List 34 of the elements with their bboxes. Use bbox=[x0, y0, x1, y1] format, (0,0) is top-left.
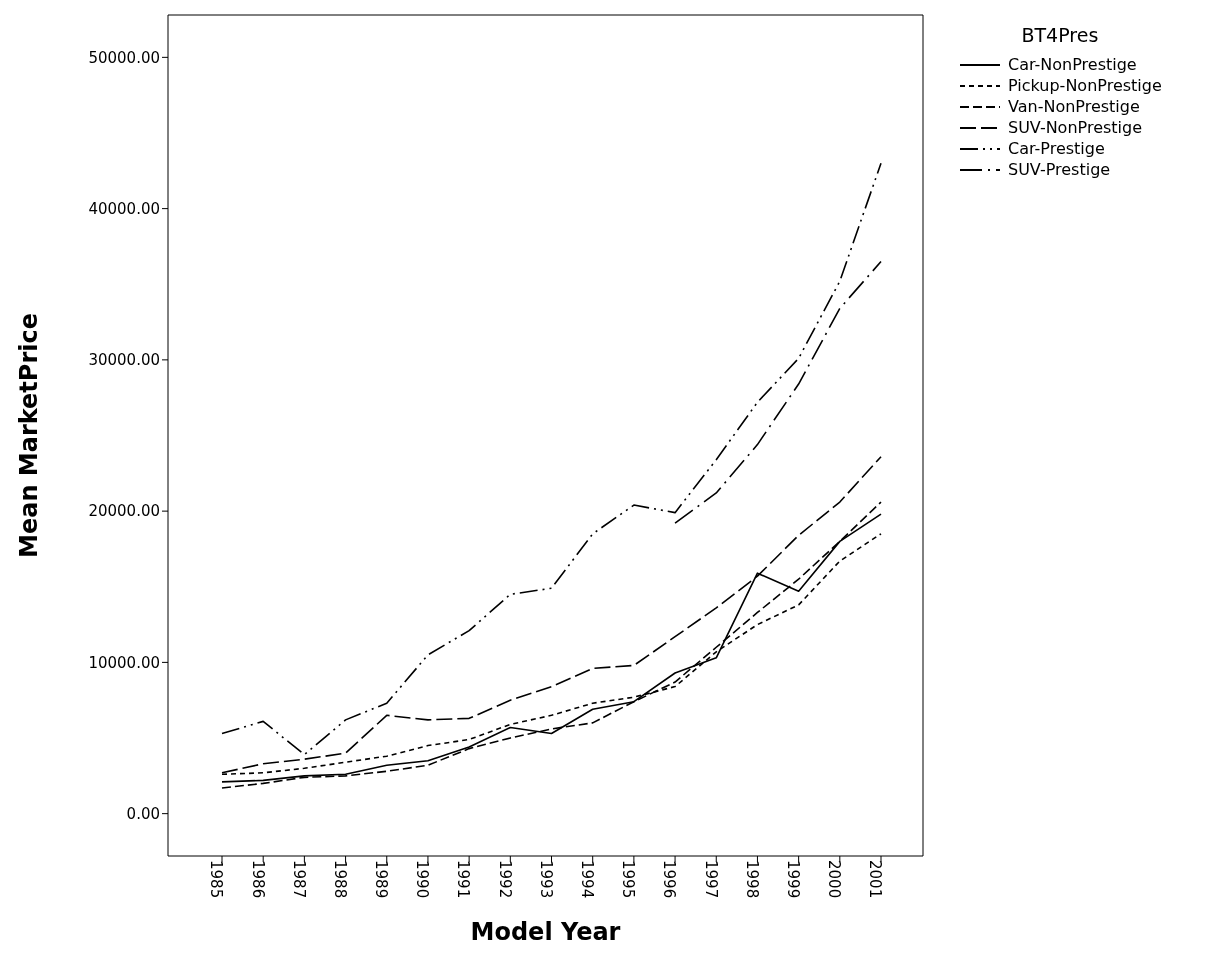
legend-label: SUV-Prestige bbox=[1008, 160, 1111, 179]
x-tick-label: 1987 bbox=[289, 860, 308, 899]
y-tick-label: 0.00 bbox=[126, 804, 160, 823]
x-tick-label: 1996 bbox=[660, 860, 679, 899]
line-series bbox=[221, 162, 882, 756]
legend-title: BT4Pres bbox=[1020, 24, 1100, 46]
x-tick-label: 1991 bbox=[454, 860, 473, 899]
x-tick-label: 1993 bbox=[536, 860, 555, 899]
y-axis-title: Mean MarketPrice bbox=[14, 313, 43, 558]
x-tick-label: 1988 bbox=[330, 860, 349, 899]
line-series bbox=[674, 260, 882, 525]
x-tick-label: 1985 bbox=[207, 860, 226, 899]
x-tick-label: 1986 bbox=[248, 860, 267, 899]
legend-label: Van-NonPrestige bbox=[1008, 97, 1140, 116]
x-tick-label: 1998 bbox=[742, 860, 761, 899]
legend-label: Car-Prestige bbox=[1008, 139, 1105, 158]
x-tick-label: 1995 bbox=[619, 860, 638, 899]
x-tick-label: 1989 bbox=[372, 860, 391, 899]
x-tick-label: 1990 bbox=[413, 860, 432, 899]
y-tick-label: 20000.00 bbox=[88, 502, 160, 521]
legend-label: Pickup-NonPrestige bbox=[1008, 76, 1162, 95]
y-tick-label: 30000.00 bbox=[88, 351, 160, 370]
x-tick-label: 1994 bbox=[578, 860, 597, 899]
legend-label: Car-NonPrestige bbox=[1008, 55, 1137, 74]
y-tick-label: 50000.00 bbox=[88, 48, 160, 67]
x-tick-label: 1999 bbox=[783, 860, 802, 899]
x-tick-label: 2000 bbox=[825, 860, 844, 899]
x-tick-label: 1992 bbox=[495, 860, 514, 899]
x-axis-title: Model Year bbox=[470, 918, 621, 946]
legend-label: SUV-NonPrestige bbox=[1008, 118, 1143, 137]
y-tick-label: 40000.00 bbox=[88, 199, 160, 218]
y-tick-label: 10000.00 bbox=[88, 653, 160, 672]
x-tick-label: 1997 bbox=[701, 860, 720, 899]
x-tick-label: 2001 bbox=[866, 860, 885, 899]
